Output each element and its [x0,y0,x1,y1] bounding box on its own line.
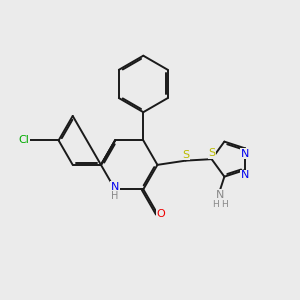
Text: N: N [111,182,119,192]
Text: H: H [222,200,228,209]
Text: O: O [157,209,165,219]
Text: N: N [241,149,249,159]
Text: S: S [208,148,215,158]
Text: S: S [182,150,189,160]
Text: N: N [216,190,224,200]
Text: H: H [212,200,219,209]
Text: Cl: Cl [18,135,29,146]
Text: N: N [241,170,249,180]
Text: H: H [111,191,119,201]
